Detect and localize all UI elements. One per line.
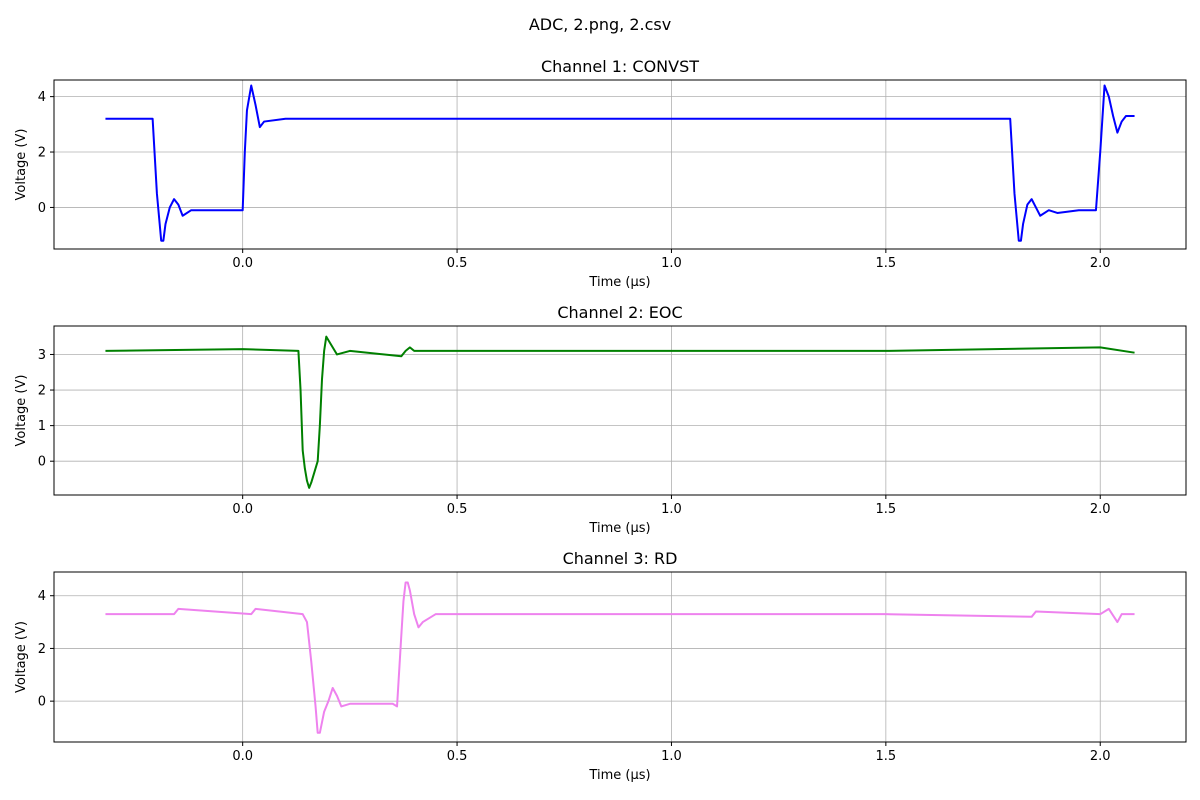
- x-tick-label: 1.5: [876, 256, 897, 271]
- x-tick-label: 1.0: [661, 256, 682, 271]
- y-tick-label: 0: [38, 455, 46, 470]
- x-tick-label: 0.0: [232, 256, 253, 271]
- x-tick-label: 1.0: [661, 749, 682, 764]
- x-tick-label: 2.0: [1090, 256, 1111, 271]
- y-tick-label: 3: [38, 348, 46, 363]
- y-axis-label: Voltage (V): [14, 375, 29, 447]
- plot-area: [54, 80, 1186, 249]
- x-tick-label: 1.5: [876, 502, 897, 517]
- subplot-channel-2: 0.0 0.5 1.0 1.5 2.0 0 1 2 3 Channel 2: EOC Time (µ…: [14, 303, 1187, 536]
- figure-suptitle: ADC, 2.png, 2.csv: [529, 15, 671, 34]
- x-tick-label: 0.5: [447, 502, 468, 517]
- subplot-title: Channel 3: RD: [563, 549, 678, 568]
- axes-frame: [53, 571, 1187, 743]
- y-axis-label: Voltage (V): [14, 129, 29, 201]
- axes-frame: [53, 325, 1187, 496]
- x-axis-label: Time (µs): [588, 768, 650, 783]
- x-tick-label: 0.5: [447, 256, 468, 271]
- x-tick-label: 0.0: [232, 502, 253, 517]
- y-tick-label: 2: [38, 146, 46, 161]
- y-tick-label: 2: [38, 642, 46, 657]
- y-tick-label: 4: [38, 90, 46, 105]
- x-tick-label: 1.5: [876, 749, 897, 764]
- y-tick-label: 4: [38, 589, 46, 604]
- subplot-channel-3: 0.0 0.5 1.0 1.5 2.0 0 2 4 Channel 3: RD Time (µs)…: [14, 549, 1187, 783]
- y-tick-label: 1: [38, 419, 46, 434]
- x-tick-label: 2.0: [1090, 749, 1111, 764]
- series-line: [105, 84, 1135, 242]
- y-tick-label: 0: [38, 201, 46, 216]
- y-tick-label: 0: [38, 695, 46, 710]
- plot-area: [54, 572, 1186, 742]
- axes-frame: [53, 79, 1187, 250]
- x-axis-label: Time (µs): [588, 521, 650, 536]
- y-axis-label: Voltage (V): [14, 621, 29, 693]
- x-tick-label: 0.0: [232, 749, 253, 764]
- x-tick-label: 1.0: [661, 502, 682, 517]
- subplot-channel-1: 0.0 0.5 1.0 1.5 2.0 0 2 4 Channel 1: CONVST Time …: [14, 57, 1187, 290]
- series-line: [105, 581, 1135, 734]
- x-tick-label: 0.5: [447, 749, 468, 764]
- x-axis-label: Time (µs): [588, 275, 650, 290]
- x-tick-label: 2.0: [1090, 502, 1111, 517]
- series-line: [105, 335, 1135, 489]
- subplot-title: Channel 1: CONVST: [541, 57, 699, 76]
- y-tick-label: 2: [38, 384, 46, 399]
- subplot-title: Channel 2: EOC: [557, 303, 682, 322]
